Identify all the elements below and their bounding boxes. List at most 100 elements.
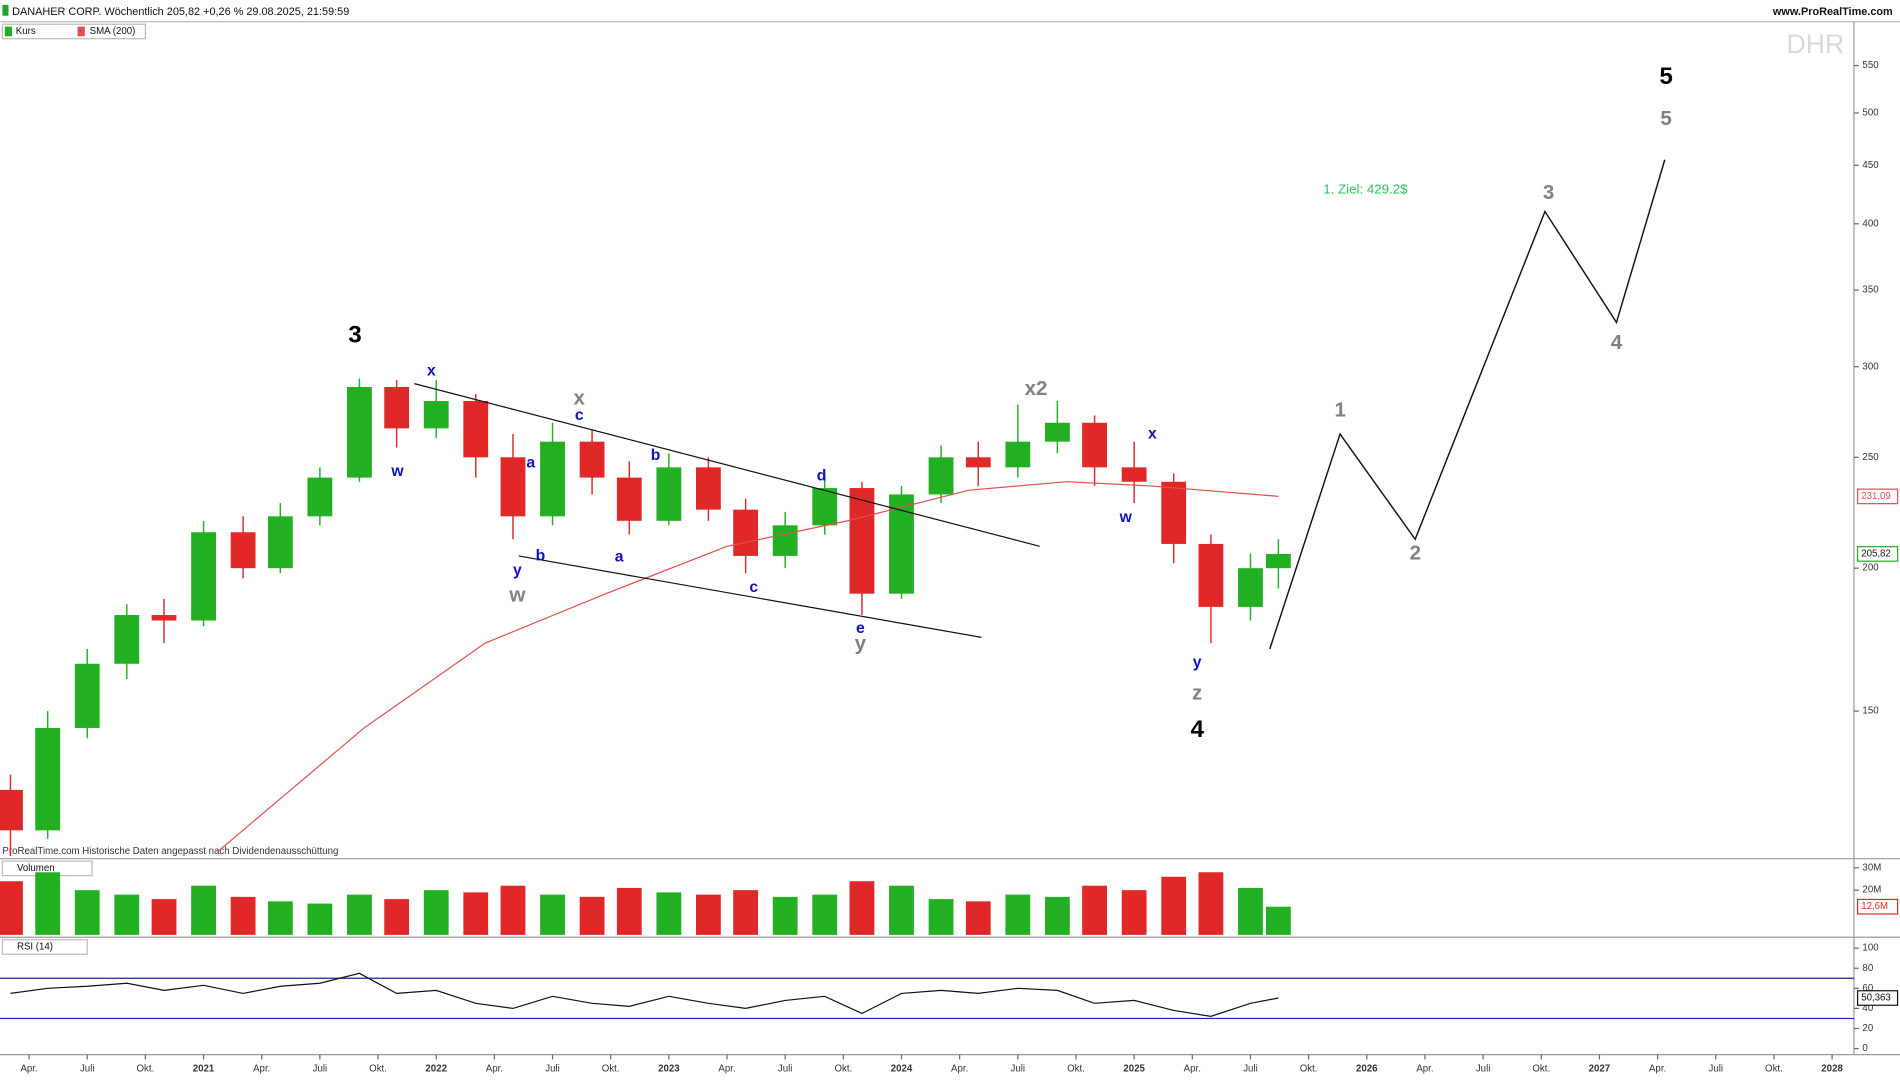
wave-label: y	[513, 562, 522, 579]
volume-bar	[267, 901, 293, 935]
x-tick-label: Apr.	[718, 1064, 735, 1075]
volume-bar	[849, 881, 875, 935]
y-tick-label: 40	[1862, 1003, 1873, 1014]
legend-price[interactable]: Kurs	[16, 26, 36, 37]
y-tick-label: 100	[1862, 943, 1878, 954]
candle-body	[1198, 543, 1224, 607]
x-tick-label: Juli	[545, 1064, 560, 1075]
legend-sma[interactable]: SMA (200)	[90, 26, 136, 37]
wave-label: w	[508, 584, 526, 607]
volume-bar	[74, 890, 100, 935]
x-tick-label: 2023	[658, 1064, 680, 1075]
y-tick-label: 150	[1862, 706, 1878, 717]
candle-body	[307, 477, 333, 517]
wave-label: a	[615, 549, 624, 566]
volume-bar	[0, 881, 23, 935]
trendline	[518, 555, 982, 638]
candle-body	[230, 532, 256, 569]
candle-body	[384, 387, 410, 429]
candle-body	[35, 727, 61, 831]
x-tick-label: Juli	[1243, 1064, 1258, 1075]
volume-bar	[307, 903, 333, 935]
wave-label: 1	[1334, 399, 1345, 422]
data-note: ProRealTime.com Historische Daten angepa…	[2, 846, 338, 857]
projection-line	[1269, 159, 1666, 650]
y-tick-label: 20M	[1862, 885, 1881, 896]
x-tick-label: 2027	[1589, 1064, 1611, 1075]
x-tick-label: Juli	[1011, 1064, 1026, 1075]
volume-bar	[1044, 896, 1070, 935]
volume-bar	[889, 885, 914, 935]
volume-bar	[1198, 872, 1224, 935]
candle-body	[1044, 422, 1070, 442]
candle-body	[656, 467, 682, 521]
candle-body	[267, 516, 293, 569]
wave-label: 5	[1659, 63, 1672, 90]
last-sma-box	[1856, 488, 1899, 505]
x-tick-label: Okt.	[1532, 1064, 1550, 1075]
candle-body	[1161, 481, 1187, 544]
wave-label: x	[1148, 425, 1157, 442]
candle-body	[191, 532, 216, 621]
volume-bar	[812, 894, 838, 935]
volume-bar	[151, 899, 177, 935]
volume-bar	[347, 894, 372, 935]
y-tick-label: 400	[1862, 218, 1878, 229]
last-volume: 12,6M	[1861, 901, 1888, 912]
last-sma: 231,09	[1861, 491, 1891, 502]
candle-body	[1082, 422, 1108, 468]
wave-label: x	[573, 387, 585, 410]
volume-bar	[423, 890, 449, 935]
volume-bar	[1121, 890, 1147, 935]
legend-rsi[interactable]: RSI (14)	[17, 942, 53, 953]
y-tick-label: 550	[1862, 60, 1878, 71]
price-plot	[0, 159, 1666, 857]
x-tick-label: Apr.	[951, 1064, 968, 1075]
wave-label: b	[536, 547, 546, 564]
x-tick-label: Okt.	[834, 1064, 852, 1075]
x-tick-label: Apr.	[1649, 1064, 1666, 1075]
wave-label: w	[1119, 509, 1133, 526]
legend-volume[interactable]: Volumen	[17, 863, 55, 874]
x-tick-label: Okt.	[1300, 1064, 1318, 1075]
y-tick-label: 450	[1862, 160, 1878, 171]
candle-body	[1265, 553, 1291, 569]
wave-label: c	[575, 407, 584, 424]
x-tick-label: 2022	[425, 1064, 447, 1075]
ticker-watermark: DHR	[1787, 29, 1845, 59]
x-tick-label: Okt.	[1765, 1064, 1783, 1075]
wave-label: y	[1193, 654, 1202, 671]
volume-bar	[733, 890, 759, 935]
x-tick-label: 2028	[1821, 1064, 1843, 1075]
candle-body	[151, 615, 177, 621]
x-tick-label: Apr.	[20, 1064, 37, 1075]
wave-label: z	[1192, 682, 1202, 705]
legend-box[interactable]	[1, 939, 88, 955]
volume-bar	[579, 896, 605, 935]
volume-bar	[616, 887, 642, 935]
volume-bar	[1265, 906, 1291, 935]
candle-body	[579, 441, 605, 478]
candle-body	[463, 401, 489, 458]
x-tick-label: 2021	[193, 1064, 215, 1075]
sma-line	[217, 481, 1279, 853]
volume-bar	[540, 894, 565, 935]
volume-bar	[384, 899, 410, 935]
x-tick-label: Juli	[313, 1064, 328, 1075]
volume-bar	[965, 901, 991, 935]
candle-body	[500, 457, 526, 517]
x-tick-label: 2024	[891, 1064, 913, 1075]
source: www.ProRealTime.com	[1772, 6, 1893, 18]
y-tick-label: 250	[1862, 452, 1878, 463]
legend-box[interactable]	[1, 23, 147, 40]
candle-body	[733, 509, 759, 556]
y-tick-label: 80	[1862, 963, 1873, 974]
wave-label: y	[855, 632, 867, 655]
x-tick-label: Apr.	[486, 1064, 503, 1075]
x-tick-label: Okt.	[369, 1064, 387, 1075]
wave-label: 5	[1660, 107, 1671, 130]
y-tick-label: 350	[1862, 285, 1878, 296]
wave-label: c	[749, 579, 758, 596]
wave-label: d	[817, 468, 827, 485]
